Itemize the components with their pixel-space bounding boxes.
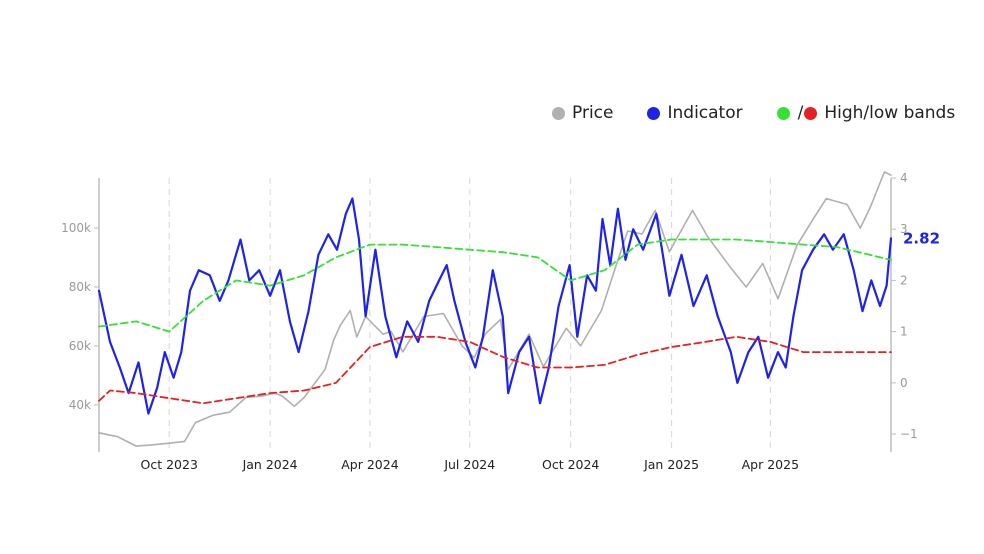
x-tick-label-3: Jul 2024	[443, 457, 495, 472]
legend-swatch-high-band	[776, 106, 790, 120]
legend-label-price: Price	[572, 103, 614, 123]
right-tick-label-1: 0	[900, 376, 908, 390]
series-line-indicator	[97, 197, 893, 415]
legend-label-bands: High/low bands	[824, 103, 956, 123]
left-tick-label-3: 100k	[61, 221, 91, 235]
x-tick-label-1: Jan 2024	[242, 457, 298, 472]
left-tick-label-0: 40k	[69, 398, 91, 412]
chart-legend: Price Indicator / High/low bands	[552, 103, 955, 123]
legend-swatch-price	[552, 106, 565, 120]
right-tick-label-3: 2	[900, 273, 908, 287]
series-line-high-band	[98, 238, 892, 333]
left-tick-label-1: 60k	[69, 339, 91, 353]
right-tick-label-0: −1	[900, 427, 918, 441]
series-line-price	[98, 171, 892, 447]
grid-lines	[168, 178, 771, 452]
legend-item-indicator[interactable]: Indicator	[647, 103, 743, 123]
series-line-low-band	[98, 335, 892, 405]
tick-labels: Oct 2023 Jan 2024 Apr 2024 Jul 2024 Oct 2024…	[61, 171, 940, 472]
series-layer	[97, 171, 893, 447]
legend-swatch-low-band	[804, 106, 818, 120]
x-tick-label-2: Apr 2024	[341, 457, 398, 472]
legend-separator: /	[797, 103, 804, 123]
x-tick-label-6: Apr 2025	[742, 457, 799, 472]
legend-label-indicator: Indicator	[667, 103, 743, 123]
legend-swatch-indicator	[647, 106, 661, 120]
legend-item-bands[interactable]: / High/low bands	[776, 103, 956, 123]
axes	[94, 177, 896, 452]
x-tick-label-4: Oct 2024	[542, 457, 599, 472]
legend-item-price[interactable]: Price	[552, 103, 613, 123]
right-tick-label-5: 4	[900, 171, 908, 185]
right-tick-label-4: 3	[900, 222, 908, 236]
last-value-label: 2.82	[903, 229, 940, 247]
right-tick-label-2: 1	[900, 325, 908, 339]
x-tick-label-5: Jan 2025	[643, 457, 699, 472]
left-tick-label-2: 80k	[69, 280, 91, 294]
x-tick-label-0: Oct 2023	[141, 457, 198, 472]
